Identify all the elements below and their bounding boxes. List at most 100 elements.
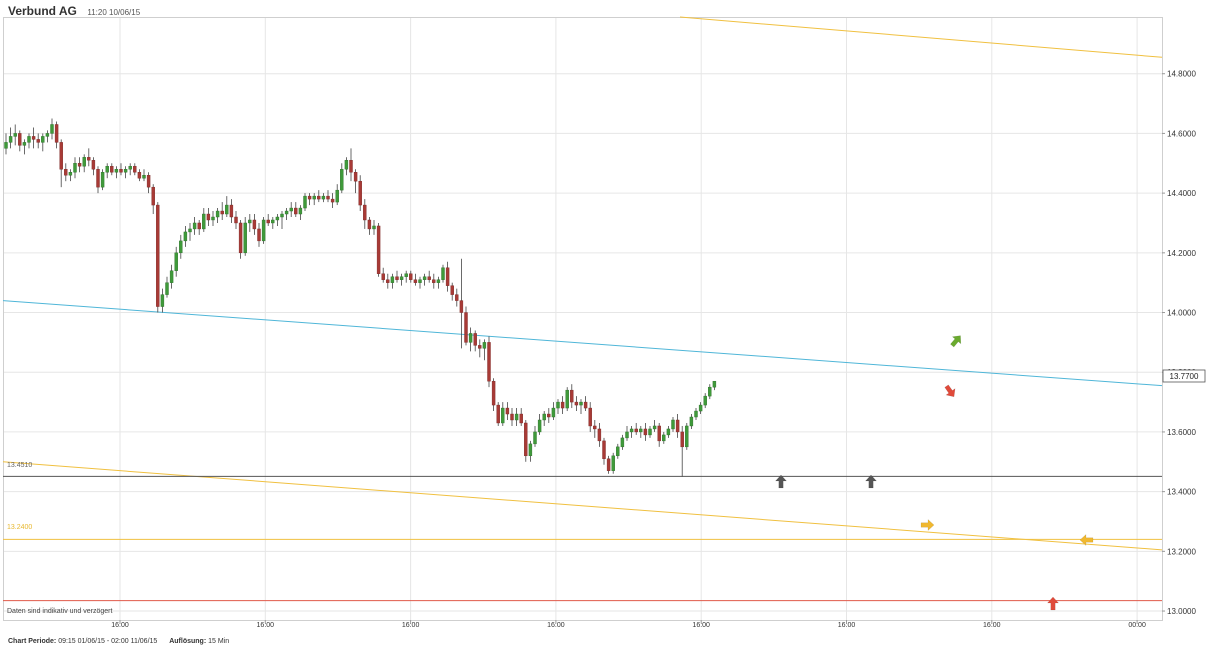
candle-body <box>229 204 234 218</box>
candle-body <box>298 207 303 215</box>
candle <box>528 440 533 462</box>
candle-body <box>18 133 22 146</box>
candle-body <box>284 210 289 215</box>
candle <box>611 452 615 474</box>
candle-body <box>409 273 413 280</box>
candle-body <box>294 207 298 215</box>
candle <box>59 139 63 188</box>
candle-body <box>685 425 689 448</box>
candle-body <box>289 207 293 212</box>
candle <box>280 211 284 229</box>
candle-body <box>128 166 132 170</box>
candle <box>694 408 698 420</box>
candle-body <box>519 413 523 424</box>
candle-body <box>165 282 169 295</box>
candle <box>537 414 542 435</box>
candle-body <box>432 279 436 283</box>
candle <box>662 431 666 444</box>
candle-body <box>220 210 224 215</box>
candle <box>248 214 252 232</box>
candle <box>197 219 201 235</box>
candle <box>174 246 178 277</box>
candle <box>4 133 8 155</box>
candle-body <box>689 416 694 427</box>
candle-body <box>45 133 50 137</box>
candle <box>634 422 638 435</box>
candle-body <box>606 458 611 471</box>
support-level-label: 13.4510 <box>7 462 32 469</box>
disclaimer-note: Daten sind indikativ und verzögert <box>7 608 113 615</box>
candle <box>73 157 77 179</box>
candle-body <box>547 413 551 418</box>
candle <box>183 225 188 247</box>
candle <box>395 270 399 283</box>
candle <box>45 130 50 143</box>
candle <box>36 133 40 149</box>
trendlines <box>2 16 1163 602</box>
candle-body <box>643 428 648 436</box>
candle-body <box>514 413 519 421</box>
candle <box>68 169 73 182</box>
candle <box>275 214 280 226</box>
candle <box>229 199 234 223</box>
support-touch-arrow-icon <box>774 474 788 489</box>
candle <box>657 422 661 447</box>
candle-body <box>280 213 284 218</box>
candle-body <box>662 434 666 442</box>
candle <box>689 414 694 429</box>
candle <box>160 288 165 313</box>
candle <box>547 408 551 423</box>
candle <box>432 273 436 289</box>
candle <box>703 393 707 409</box>
candle <box>708 384 712 400</box>
candle-body <box>386 279 390 283</box>
candle <box>8 127 13 149</box>
candle-body <box>556 401 560 409</box>
candle-body <box>156 204 160 307</box>
y-tick-label: 14.2000 <box>1167 249 1196 258</box>
upper-resistance-trendline <box>679 16 1163 58</box>
candle <box>533 425 537 447</box>
candle <box>335 184 339 206</box>
candle <box>519 408 523 426</box>
candle <box>606 455 611 474</box>
candle <box>41 133 45 152</box>
candle <box>643 422 648 441</box>
arrow-shape <box>1079 533 1094 547</box>
candle-body <box>422 276 427 280</box>
candle-body <box>13 133 17 137</box>
candle-body <box>473 333 477 346</box>
candle <box>478 339 482 358</box>
candle-body <box>418 279 422 283</box>
candle <box>284 208 289 220</box>
candle <box>179 234 183 259</box>
candle-body <box>639 428 643 433</box>
candle <box>225 196 229 218</box>
candle <box>441 264 445 283</box>
resolution-label: Auflösung: <box>169 638 207 645</box>
candle <box>151 184 155 215</box>
candle-body <box>436 279 441 283</box>
candle <box>114 166 119 179</box>
candle <box>680 425 684 477</box>
candle-body <box>114 169 119 173</box>
candle-body <box>680 431 684 448</box>
candle <box>18 130 22 152</box>
candle <box>77 157 82 173</box>
candle <box>468 327 473 352</box>
candle-body <box>82 157 86 167</box>
candle-body <box>376 225 381 274</box>
y-tick-label: 13.2000 <box>1167 547 1196 556</box>
candle <box>13 124 17 146</box>
candle <box>501 402 505 426</box>
candle-body <box>335 189 339 203</box>
candle-body <box>142 175 146 179</box>
arrow-shape <box>1046 596 1060 611</box>
candle-body <box>234 216 238 224</box>
candle <box>128 163 132 176</box>
y-tick-label: 14.4000 <box>1167 189 1196 198</box>
candle-body <box>330 198 335 203</box>
candle <box>133 163 137 176</box>
candle-body <box>712 380 717 388</box>
candle <box>671 417 675 432</box>
